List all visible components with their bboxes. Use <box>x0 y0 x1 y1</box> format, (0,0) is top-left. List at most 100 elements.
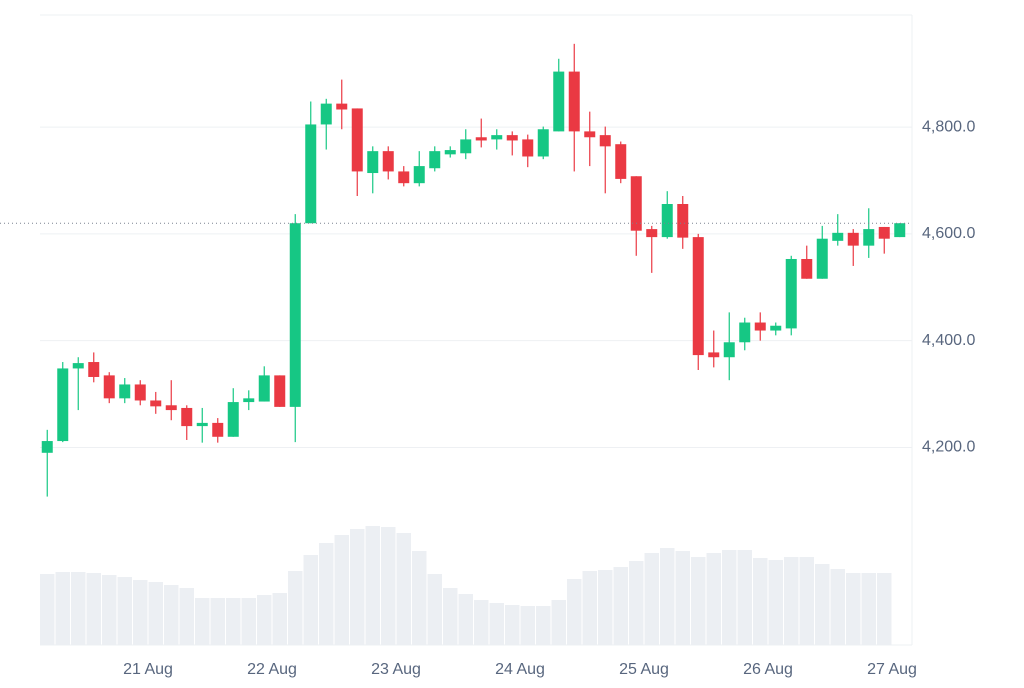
candle-body <box>847 232 859 246</box>
volume-bar <box>133 580 148 645</box>
candle-body <box>801 258 813 279</box>
candle-body <box>491 135 503 140</box>
volume-bar <box>71 572 86 645</box>
x-tick-label: 21 Aug <box>123 661 173 678</box>
candle-body <box>429 151 441 169</box>
volume-bar <box>226 598 241 645</box>
volume-bar <box>799 557 814 645</box>
volume-bar <box>195 598 210 645</box>
x-tick-label: 24 Aug <box>495 661 545 678</box>
y-tick-label: 4,800.0 <box>922 118 975 135</box>
x-tick-label: 25 Aug <box>619 661 669 678</box>
volume-bar <box>443 588 458 645</box>
candle-body <box>382 151 394 172</box>
y-tick-label: 4,600.0 <box>922 225 975 242</box>
volume-bar <box>861 573 876 645</box>
volume-bar <box>102 575 117 645</box>
candle-body <box>444 150 456 155</box>
candle-body <box>878 226 890 239</box>
candle-body <box>832 232 844 241</box>
volume-bar <box>396 533 411 645</box>
volume-bar <box>55 572 70 645</box>
volume-bar <box>148 582 163 645</box>
candle-body <box>165 405 177 411</box>
y-tick-label: 4,400.0 <box>922 332 975 349</box>
volume-bar <box>288 571 303 645</box>
volume-bar <box>536 606 551 645</box>
volume-bar <box>784 557 799 645</box>
candle-body <box>460 139 472 154</box>
volume-bar <box>117 577 132 645</box>
candle-body <box>57 368 69 442</box>
volume-bar <box>830 569 845 645</box>
candle-body <box>863 229 875 246</box>
candle-body <box>367 151 379 174</box>
candle-body <box>770 325 782 331</box>
volume-bar <box>567 579 582 645</box>
candle-body <box>677 204 689 238</box>
candle-body <box>88 362 100 377</box>
volume-bar <box>319 543 334 645</box>
volume-bar <box>86 573 101 645</box>
candle-body <box>150 400 162 407</box>
volume-bar <box>505 605 520 645</box>
x-tick-label: 23 Aug <box>371 661 421 678</box>
candle-body <box>274 375 286 407</box>
volume-bar <box>706 553 721 645</box>
volume-bar <box>272 593 287 645</box>
volume-bar <box>768 560 783 645</box>
volume-bar <box>598 570 613 645</box>
volume-bar <box>365 526 380 645</box>
candle-body <box>723 342 735 358</box>
candle-body <box>227 402 239 437</box>
candle-body <box>134 384 146 401</box>
x-tick-label: 22 Aug <box>247 661 297 678</box>
candle-body <box>103 375 115 399</box>
volume-bar <box>613 567 628 645</box>
volume-bar <box>722 550 737 645</box>
candle-body <box>181 407 193 427</box>
candle-body <box>212 422 224 437</box>
volume-bar <box>381 527 396 645</box>
candle-body <box>739 322 751 343</box>
volume-bar <box>241 598 256 645</box>
candle-body <box>72 363 84 369</box>
candle-body <box>754 322 766 331</box>
volume-bar <box>334 535 349 645</box>
x-tick-label: 26 Aug <box>743 661 793 678</box>
candle-body <box>243 398 255 403</box>
volume-bar <box>551 600 566 645</box>
volume-bar <box>582 571 597 645</box>
volume-bar <box>846 573 861 645</box>
volume-bar <box>629 561 644 645</box>
candle-body <box>305 124 317 224</box>
volume-bar <box>164 585 179 645</box>
y-tick-label: 4,200.0 <box>922 439 975 456</box>
x-tick-label: 27 Aug <box>867 661 917 678</box>
candle-body <box>785 258 797 329</box>
volume-bar <box>458 594 473 645</box>
candle-body <box>41 441 53 453</box>
candle-body <box>553 71 565 132</box>
volume-bar <box>691 557 706 645</box>
candle-body <box>568 71 580 132</box>
volume-bar <box>427 574 442 645</box>
volume-bar <box>753 558 768 645</box>
candle-body <box>615 144 627 179</box>
volume-bar <box>350 529 365 645</box>
volume-bar <box>40 574 55 645</box>
volume-bar <box>660 548 675 645</box>
candle-body <box>351 108 363 172</box>
candle-body <box>398 171 410 184</box>
volume-bar <box>179 588 194 645</box>
volume-bar <box>303 555 318 645</box>
candle-body <box>816 238 828 279</box>
candle-body <box>336 103 348 110</box>
candle-body <box>894 223 906 238</box>
candle-body <box>537 129 549 157</box>
candle-body <box>599 135 611 147</box>
candle-body <box>630 176 642 231</box>
candle-body <box>506 135 518 141</box>
candle-body <box>522 139 534 157</box>
